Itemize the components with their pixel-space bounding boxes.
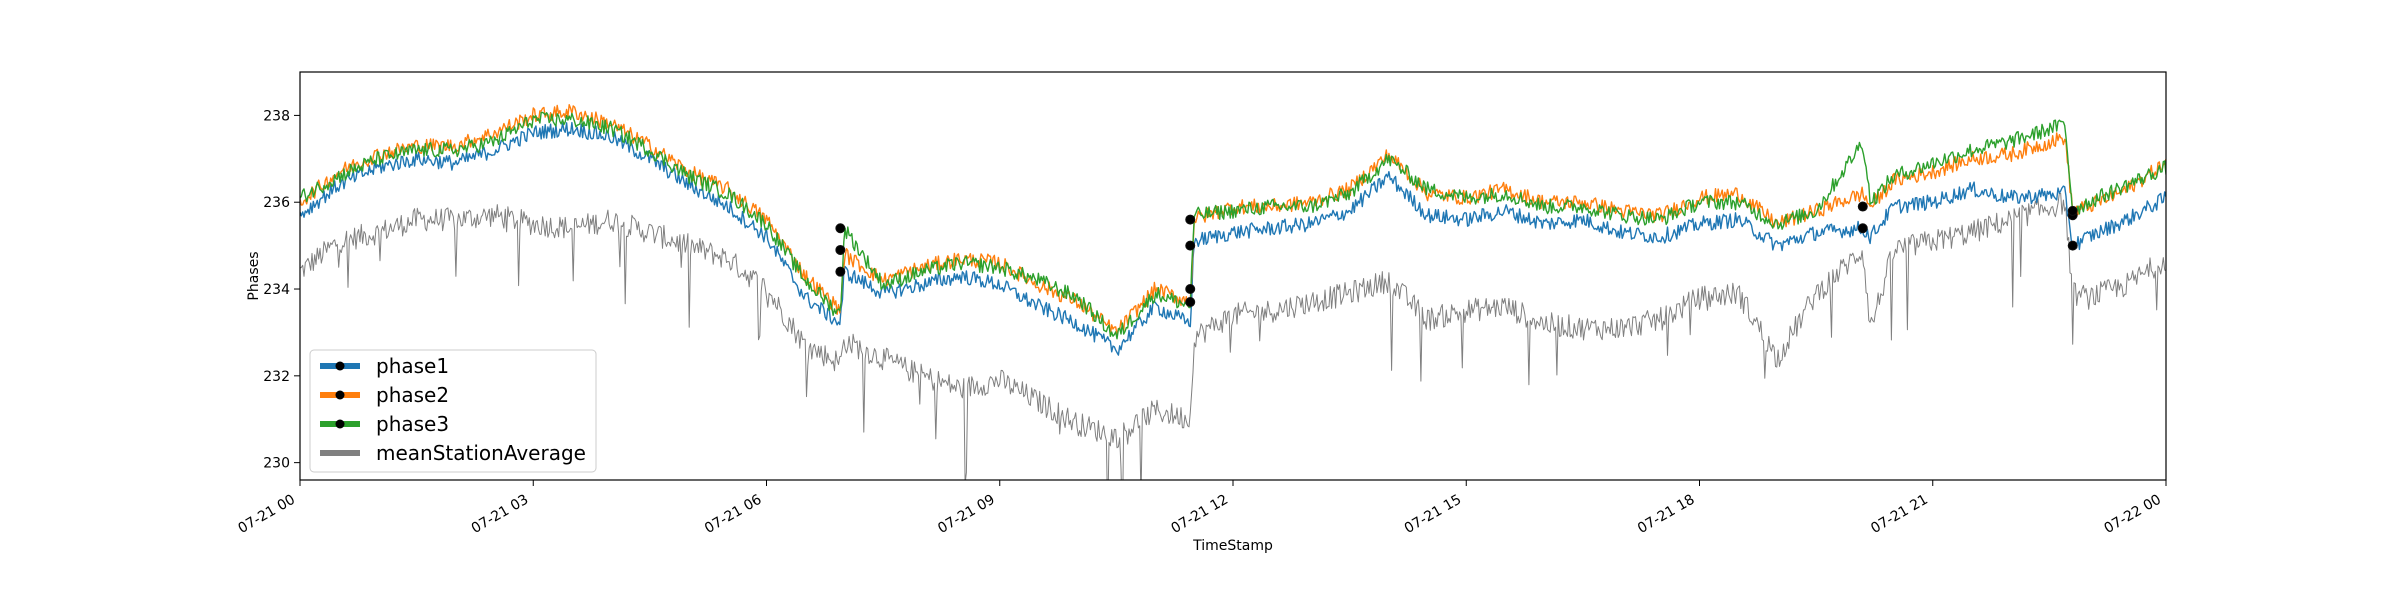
marker-phase1-3 [1185,297,1196,308]
legend: phase1 phase2 phase3 meanStationAverage [309,349,597,473]
marker-phase3-6 [1185,214,1196,225]
series-line-phase3 [300,111,2166,340]
y-tick-label: 230 [263,456,290,472]
x-tick-label: 07-21 21 [1868,492,1931,537]
legend-label-phase1: phase1 [376,354,449,378]
x-tick-label: 07-21 18 [1635,492,1698,537]
legend-label-phase2: phase2 [376,383,449,407]
marker-phase3-8 [1857,201,1868,212]
series-line-phase2 [300,104,2166,336]
legend-label-meanStationAverage: meanStationAverage [376,441,586,465]
x-tick-label: 07-21 15 [1402,492,1465,537]
marker-phase1-9 [2067,240,2078,251]
x-tick-label: 07-22 00 [2101,492,2164,537]
x-tick-label: 07-21 09 [935,492,998,537]
series-layer [300,104,2166,480]
legend-marker-phase1 [335,361,345,371]
marker-phase2-5 [1185,284,1196,295]
marker-phase1-7 [1857,223,1868,234]
series-line-meanStationAverage [300,192,2166,480]
x-tick-label: 07-21 06 [702,492,765,537]
legend-label-phase3: phase3 [376,412,449,436]
y-tick-label: 236 [263,195,290,211]
x-tick-label: 07-21 03 [469,492,532,537]
x-tick-label: 07-21 00 [235,492,298,537]
marker-layer [835,201,2078,308]
y-axis-label: Phases [246,251,262,300]
legend-box [309,349,597,473]
marker-phase3-2 [835,223,846,234]
y-axis: 230 232 234 236 238 [263,108,300,472]
series-line-phase1 [300,121,2166,356]
marker-phase2-1 [835,244,846,255]
y-tick-label: 234 [263,282,290,298]
marker-phase3-11 [2067,205,2078,216]
marker-phase1-0 [835,266,846,277]
marker-phase1-4 [1185,240,1196,251]
x-axis-label: TimeStamp [1192,538,1273,554]
y-tick-label: 238 [263,108,290,124]
x-tick-label: 07-21 12 [1168,492,1231,537]
legend-marker-phase2 [335,390,345,400]
y-tick-label: 232 [263,369,290,385]
x-axis: 07-21 00 07-21 03 07-21 06 07-21 09 07-21 12… [235,480,2167,537]
legend-marker-phase3 [335,419,345,429]
